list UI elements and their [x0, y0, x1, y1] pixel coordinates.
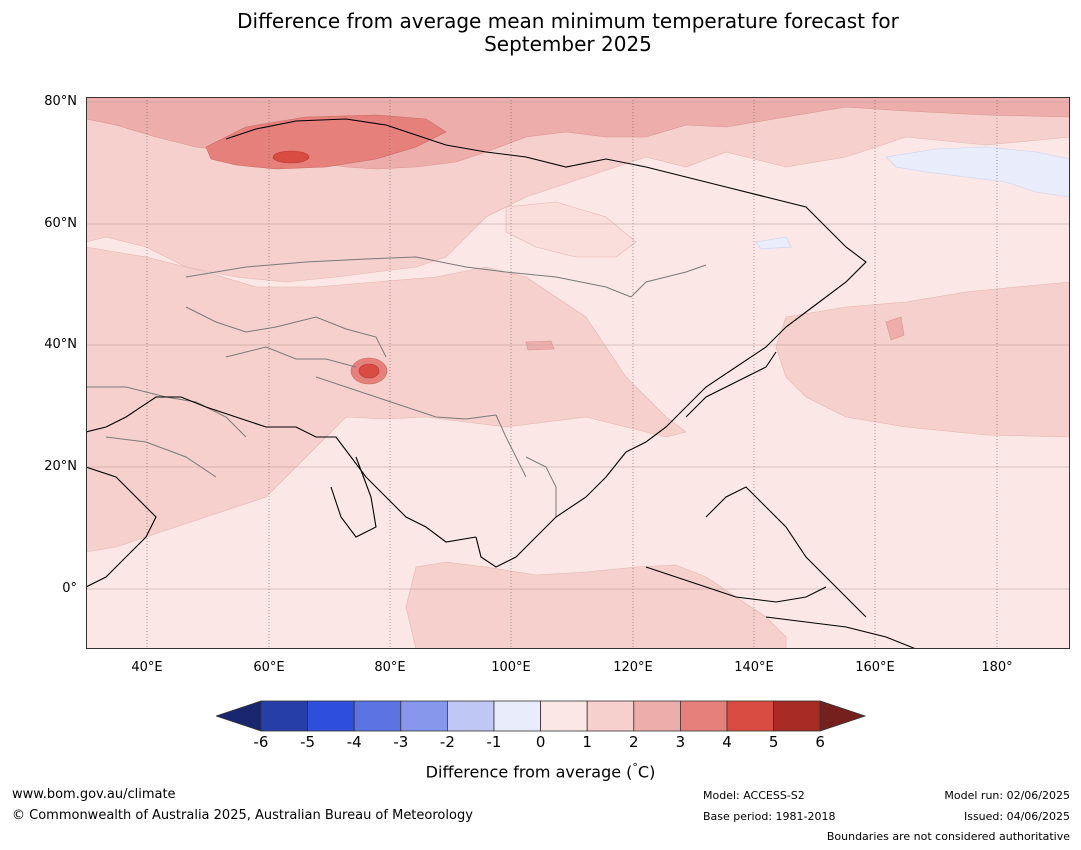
coastlines: [86, 118, 917, 649]
colorbar-tick-label: 0: [535, 733, 546, 751]
colorbar-label-text: Difference from average (: [425, 762, 633, 782]
lat-label-40n: 40°N: [44, 337, 77, 352]
footer-issued: Issued: 04/06/2025: [963, 810, 1070, 823]
lat-label-0: 0°: [62, 581, 77, 596]
colorbar-cell: [353, 700, 402, 732]
lon-label-60e: 60°E: [253, 660, 285, 675]
lat-label-60n: 60°N: [44, 216, 77, 231]
colorbar-cell: [307, 700, 355, 732]
colorbar-cell: [679, 700, 728, 732]
anomaly-band-4-5: [272, 150, 380, 379]
colorbar-label-degree: °: [632, 761, 638, 774]
colorbar-cell: [400, 700, 448, 732]
colorbar-tick-label: 1: [582, 733, 592, 751]
footer-base-period: Base period: 1981-2018: [703, 810, 836, 823]
colorbar-tick-label: -4: [346, 733, 362, 751]
colorbar-label-end: C): [637, 762, 656, 782]
colorbar: [216, 700, 866, 732]
colorbar-cell: [773, 700, 821, 732]
colorbar-tick-label: -1: [486, 733, 502, 751]
chart-title: Difference from average mean minimum tem…: [0, 10, 1081, 56]
colorbar-cells: [216, 700, 866, 732]
colorbar-cell: [540, 700, 588, 732]
colorbar-tick-label: -6: [253, 733, 269, 751]
colorbar-tick-label: 4: [722, 733, 732, 751]
colorbar-cell: [260, 700, 308, 732]
colorbar-extend-high: [819, 700, 866, 732]
lon-label-100e: 100°E: [491, 660, 531, 675]
meridians: [146, 97, 998, 649]
lon-label-160e: 160°E: [855, 660, 895, 675]
country-borders: [86, 256, 707, 517]
colorbar-label: Difference from average (°C): [0, 761, 1081, 781]
map-area: [86, 97, 1070, 649]
footer-disclaimer: Boundaries are not considered authoritat…: [826, 830, 1070, 843]
colorbar-cell: [586, 700, 635, 732]
colorbar-cell: [493, 700, 541, 732]
lon-label-140e: 140°E: [734, 660, 774, 675]
title-line-2: September 2025: [484, 32, 652, 56]
parallels: [86, 101, 1070, 590]
footer-model-run: Model run: 02/06/2025: [944, 789, 1070, 802]
title-line-1: Difference from average mean minimum tem…: [237, 9, 899, 33]
footer-copyright: © Commonwealth of Australia 2025, Austra…: [12, 808, 473, 823]
colorbar-cell: [633, 700, 681, 732]
footer-website[interactable]: www.bom.gov.au/climate: [12, 787, 176, 802]
map-svg: [86, 97, 1070, 649]
lon-label-180: 180°: [981, 660, 1013, 675]
lat-label-20n: 20°N: [44, 459, 77, 474]
colorbar-cell: [726, 700, 774, 732]
colorbar-tick-label: 5: [768, 733, 779, 751]
lat-label-80n: 80°N: [44, 94, 77, 109]
colorbar-tick-label: -2: [439, 733, 455, 751]
colorbar-tick-label: -3: [393, 733, 409, 751]
colorbar-cell: [446, 700, 495, 732]
colorbar-tick-label: 2: [629, 733, 639, 751]
colorbar-tick-label: -5: [300, 733, 316, 751]
colorbar-tick-label: 6: [815, 733, 825, 751]
colorbar-tick-label: 3: [675, 733, 686, 751]
footer-model: Model: ACCESS-S2: [703, 789, 805, 802]
colorbar-extend-low: [216, 700, 262, 732]
lon-label-80e: 80°E: [374, 660, 406, 675]
lon-label-40e: 40°E: [131, 660, 163, 675]
lon-label-120e: 120°E: [613, 660, 653, 675]
anomaly-band-neg: [755, 146, 1070, 250]
